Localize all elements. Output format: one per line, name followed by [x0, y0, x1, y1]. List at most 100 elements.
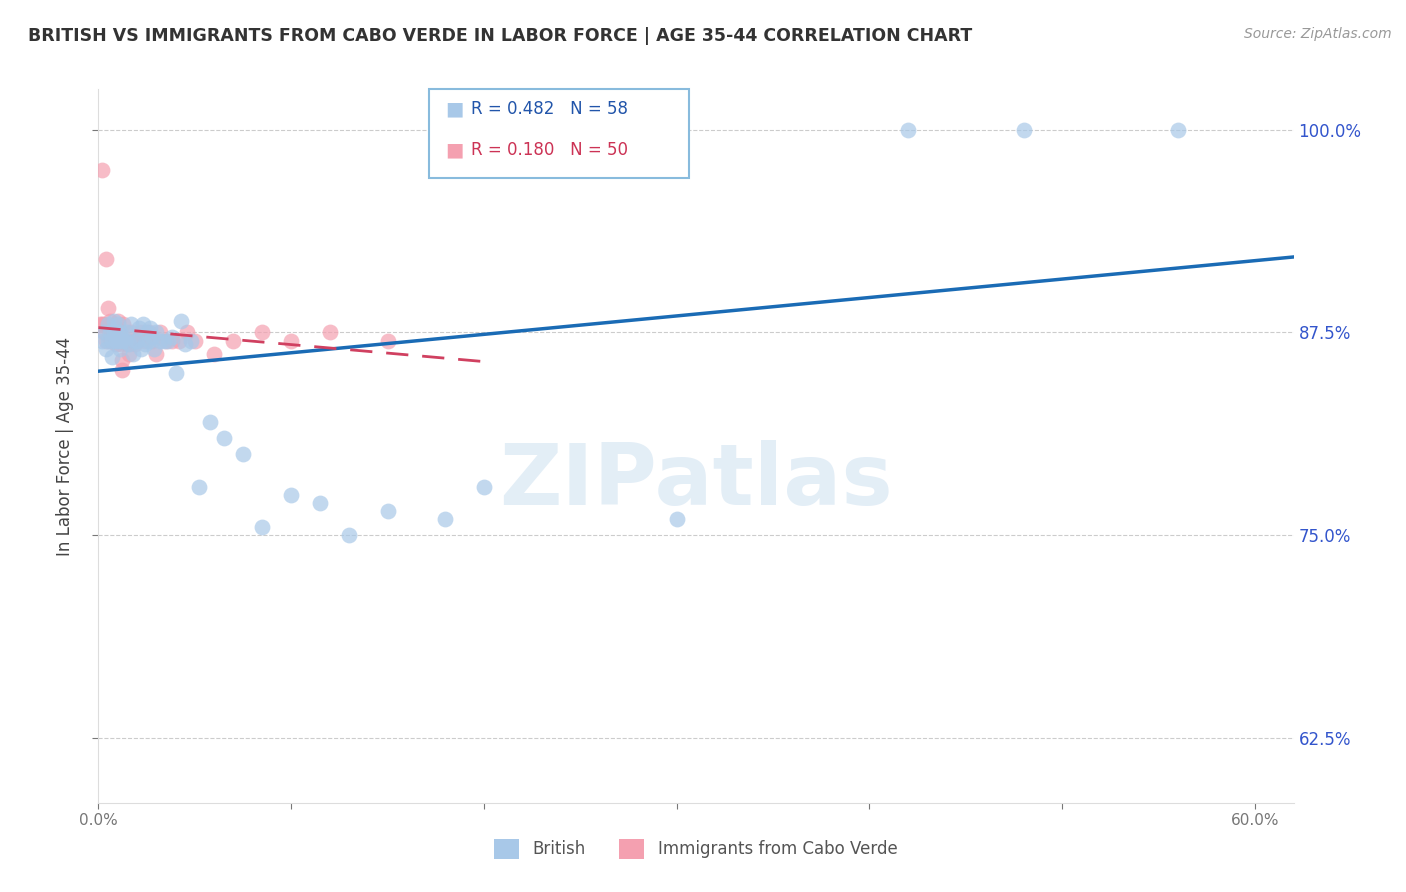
Point	[252, 326, 274, 340]
Point	[114, 334, 136, 348]
Point	[202, 346, 225, 360]
Y-axis label: In Labor Force | Age 35-44: In Labor Force | Age 35-44	[56, 336, 75, 556]
Point	[101, 334, 124, 348]
Point	[434, 512, 457, 526]
Point	[97, 318, 120, 332]
Point	[98, 314, 121, 328]
Point	[89, 318, 111, 332]
Point	[93, 326, 115, 340]
Text: ■: ■	[446, 140, 464, 160]
Point	[134, 336, 156, 351]
Point	[149, 326, 172, 340]
Point	[112, 330, 135, 344]
Point	[472, 479, 495, 493]
Point	[91, 163, 114, 178]
Point	[170, 314, 193, 328]
Text: ■: ■	[446, 99, 464, 119]
Point	[103, 326, 125, 340]
Point	[134, 334, 156, 348]
Point	[107, 334, 129, 348]
Point	[180, 334, 202, 348]
Point	[128, 320, 150, 334]
Point	[122, 346, 145, 360]
Point	[174, 336, 197, 351]
Point	[280, 334, 302, 348]
Point	[101, 334, 124, 348]
Point	[104, 326, 127, 340]
Point	[91, 318, 114, 332]
Point	[117, 336, 139, 351]
Point	[125, 334, 148, 348]
Point	[101, 320, 124, 334]
Point	[107, 318, 129, 332]
Point	[129, 326, 152, 340]
Point	[129, 342, 152, 356]
Text: Source: ZipAtlas.com: Source: ZipAtlas.com	[1244, 27, 1392, 41]
Point	[97, 320, 120, 334]
Text: ZIPatlas: ZIPatlas	[499, 440, 893, 524]
Text: R = 0.482   N = 58: R = 0.482 N = 58	[471, 100, 628, 118]
Point	[280, 488, 302, 502]
Text: BRITISH VS IMMIGRANTS FROM CABO VERDE IN LABOR FORCE | AGE 35-44 CORRELATION CHA: BRITISH VS IMMIGRANTS FROM CABO VERDE IN…	[28, 27, 973, 45]
Point	[165, 366, 187, 380]
Point	[108, 336, 131, 351]
Point	[94, 334, 117, 348]
Point	[232, 447, 254, 461]
Text: R = 0.180   N = 50: R = 0.180 N = 50	[471, 141, 628, 159]
Point	[122, 334, 145, 348]
Point	[665, 512, 688, 526]
Point	[153, 334, 176, 348]
Point	[377, 504, 399, 518]
Point	[101, 326, 124, 340]
Point	[138, 326, 160, 340]
Point	[108, 326, 131, 340]
Point	[93, 326, 115, 340]
Point	[897, 122, 920, 136]
Point	[110, 353, 132, 368]
Point	[101, 350, 124, 364]
Point	[107, 326, 129, 340]
Point	[110, 334, 132, 348]
Point	[141, 330, 163, 344]
Point	[222, 334, 245, 348]
Point	[94, 252, 117, 267]
Point	[160, 334, 183, 348]
Point	[94, 342, 117, 356]
Point	[104, 336, 127, 351]
Point	[252, 520, 274, 534]
Point	[114, 334, 136, 348]
Point	[98, 334, 121, 348]
Point	[200, 415, 222, 429]
Point	[112, 318, 135, 332]
Point	[145, 326, 167, 340]
Point	[176, 326, 198, 340]
Point	[1167, 122, 1189, 136]
Point	[120, 318, 142, 332]
Point	[103, 326, 125, 340]
Point	[117, 326, 139, 340]
Point	[91, 334, 114, 348]
Point	[104, 334, 127, 348]
Point	[145, 346, 167, 360]
Point	[93, 318, 115, 332]
Point	[169, 334, 191, 348]
Point	[309, 496, 332, 510]
Point	[156, 334, 179, 348]
Point	[98, 320, 121, 334]
Point	[108, 326, 131, 340]
Point	[97, 301, 120, 315]
Point	[135, 326, 157, 340]
Point	[138, 334, 160, 348]
Point	[155, 334, 177, 348]
Point	[184, 334, 207, 348]
Point	[118, 336, 141, 351]
Point	[160, 330, 183, 344]
Point	[149, 334, 172, 348]
Point	[110, 363, 132, 377]
Point	[120, 326, 142, 340]
Legend: British, Immigrants from Cabo Verde: British, Immigrants from Cabo Verde	[488, 832, 904, 866]
Point	[377, 334, 399, 348]
Point	[319, 326, 342, 340]
Point	[118, 346, 141, 360]
Point	[141, 334, 163, 348]
